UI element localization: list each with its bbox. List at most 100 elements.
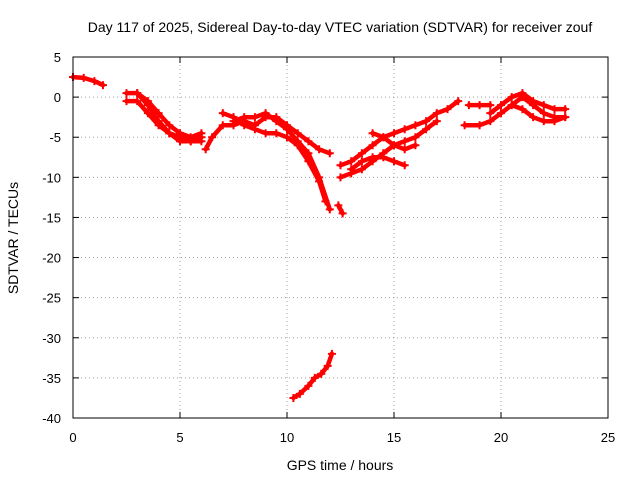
data-point: [304, 149, 313, 158]
data-point: [529, 101, 538, 110]
data-point: [518, 105, 527, 114]
series-arc-2: [122, 89, 206, 142]
data-point: [336, 173, 345, 182]
series-line: [231, 110, 333, 212]
series-arc-17: [507, 101, 570, 126]
chart-title: Day 117 of 2025, Sidereal Day-to-day VTE…: [88, 19, 593, 35]
data-point: [315, 145, 324, 154]
data-point: [464, 101, 473, 110]
data-point: [411, 133, 420, 142]
data-point: [240, 121, 249, 130]
series-arc-1: [69, 73, 107, 90]
data-point: [122, 89, 131, 98]
data-point: [310, 373, 319, 382]
data-point: [347, 157, 356, 166]
data-point: [411, 141, 420, 150]
data-point: [486, 117, 495, 126]
data-point: [486, 109, 495, 118]
data-point: [390, 129, 398, 138]
data-point: [201, 145, 210, 154]
series-line: [338, 98, 461, 168]
data-point: [250, 113, 259, 122]
data-point: [443, 105, 452, 114]
data-point: [368, 153, 377, 162]
x-tick-label: 20: [494, 430, 508, 445]
data-point: [539, 117, 548, 126]
series-line: [70, 74, 106, 88]
y-tick-label: -40: [42, 411, 61, 426]
data-point: [154, 117, 163, 126]
data-point: [229, 117, 238, 126]
data-point: [539, 109, 548, 118]
series-arc-5: [201, 113, 334, 158]
data-point: [507, 93, 516, 102]
data-point: [283, 125, 291, 134]
data-point: [379, 153, 388, 162]
grid: [73, 57, 608, 418]
data-point: [334, 201, 343, 210]
series-arc-14: [464, 101, 495, 110]
data-point: [497, 109, 505, 118]
data-point: [317, 369, 326, 378]
data-point: [261, 109, 270, 118]
ticks: [72, 56, 609, 419]
data-point: [327, 349, 336, 358]
data-point: [240, 113, 249, 122]
data-point: [289, 393, 298, 402]
data-point: [304, 381, 313, 390]
series-layer: [69, 73, 570, 402]
series-arc-7: [229, 109, 334, 214]
series-arc-15: [486, 89, 570, 118]
data-point: [400, 125, 409, 134]
data-point: [295, 389, 304, 398]
data-point: [133, 89, 142, 98]
data-point: [432, 117, 441, 126]
data-point: [357, 165, 366, 174]
x-tick-label: 0: [69, 430, 76, 445]
series-arc-10: [336, 97, 463, 170]
data-point: [475, 101, 484, 110]
data-point: [518, 93, 527, 102]
data-point: [186, 137, 195, 146]
data-point: [529, 113, 538, 122]
data-point: [390, 141, 398, 150]
data-point: [561, 113, 570, 122]
y-tick-label: -5: [49, 130, 61, 145]
y-tick-label: -10: [42, 170, 61, 185]
data-point: [486, 101, 495, 110]
data-point: [422, 117, 431, 126]
data-point: [325, 149, 334, 158]
data-point: [122, 97, 131, 106]
data-point: [79, 73, 88, 82]
tick-labels: 0 5 10 15 20 25 5 0 -5 -10 -15 -20 -25 -30 -35 -40: [42, 50, 615, 445]
data-point: [315, 173, 324, 182]
y-tick-label: -15: [42, 210, 61, 225]
data-point: [368, 141, 377, 150]
data-point: [272, 117, 281, 126]
plot-frame: [72, 56, 609, 419]
data-point: [400, 145, 409, 154]
data-point: [357, 149, 366, 158]
data-point: [165, 121, 174, 130]
y-tick-label: -35: [42, 371, 61, 386]
y-tick-label: -30: [42, 331, 61, 346]
data-point: [432, 109, 441, 118]
x-axis-label: GPS time / hours: [287, 457, 394, 473]
series-arc-8: [334, 201, 347, 218]
data-point: [475, 121, 484, 130]
data-point: [379, 133, 388, 142]
x-tick-label: 10: [280, 430, 294, 445]
series-line: [338, 118, 440, 180]
data-point: [497, 101, 505, 110]
data-point: [539, 101, 548, 110]
data-point: [98, 81, 107, 90]
series-line: [462, 94, 568, 128]
y-axis-label: SDTVAR / TECUs: [5, 182, 21, 294]
data-point: [411, 121, 420, 130]
data-point: [250, 125, 259, 134]
data-point: [272, 129, 281, 138]
data-point: [176, 137, 184, 146]
y-tick-label: 5: [54, 50, 61, 65]
data-point: [347, 165, 356, 174]
